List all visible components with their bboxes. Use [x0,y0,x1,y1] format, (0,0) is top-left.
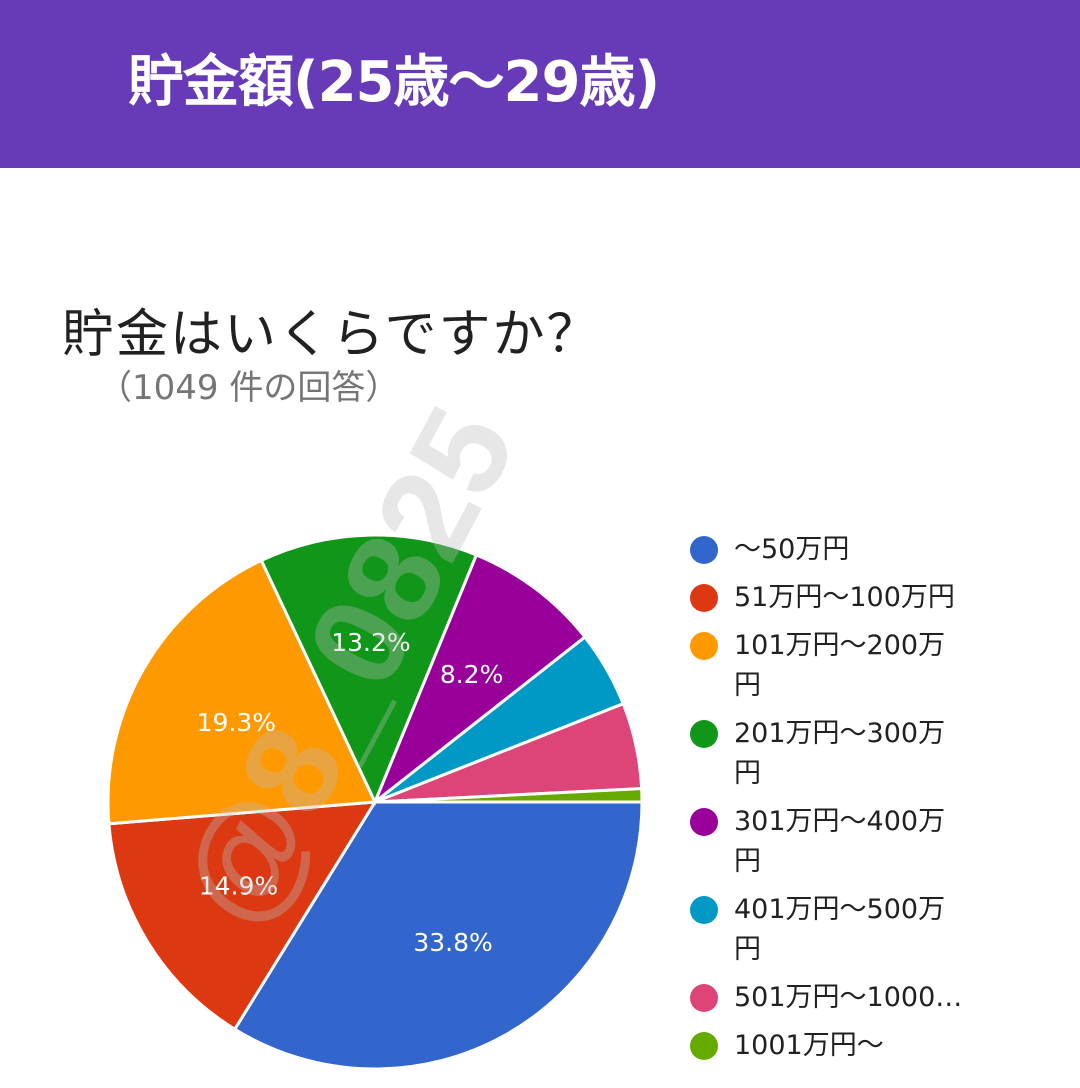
legend-swatch [690,984,718,1012]
pie-slice [232,800,644,1071]
legend-swatch [690,632,718,660]
pie-slice [371,553,588,807]
legend-label: 301万円〜400万 [734,806,946,837]
slice-data-label: 14.9% [199,872,278,901]
legend-swatch [690,808,718,836]
legend-label: 101万円〜200万 [734,630,946,661]
pie-slice [259,533,479,806]
legend-label: 円 [734,758,761,789]
legend-item: 501万円〜1000… [690,978,1070,1018]
legend-item: 51万円〜100万円 [690,578,1070,618]
legend-item: 〜50万円 [690,530,1070,570]
response-count: （1049 件の回答） [98,368,400,408]
legend-label: 円 [734,670,761,701]
legend-label: 〜50万円 [734,534,850,565]
legend-swatch [690,1032,718,1060]
legend-item: 401万円〜500万円 [690,890,1070,970]
slice-data-label: 13.2% [331,628,410,657]
legend-swatch [690,720,718,748]
legend-label: 401万円〜500万 [734,894,946,925]
slice-data-label: 33.8% [413,928,492,957]
slice-data-label: 8.2% [440,660,504,689]
slice-data-label: 19.3% [197,708,276,737]
legend-item: 301万円〜400万円 [690,802,1070,882]
header-bar: 貯金額(25歳〜29歳) [0,0,1080,168]
legend-swatch [690,536,718,564]
legend-item: 201万円〜300万円 [690,714,1070,794]
legend-label: 501万円〜1000… [734,982,963,1013]
legend-item: 101万円〜200万円 [690,626,1070,706]
legend-swatch [690,896,718,924]
legend-label: 1001万円〜 [734,1030,884,1061]
pie-slice [107,800,378,1032]
legend-label: 円 [734,846,761,877]
pie-slice [374,787,644,804]
legend-label: 円 [734,934,761,965]
legend: 〜50万円 51万円〜100万円 101万円〜200万円 201万円〜300万円 301… [690,530,1070,1074]
page-title: 貯金額(25歳〜29歳) [128,49,660,115]
legend-item: 1001万円〜 [690,1026,1070,1066]
pie-slice [106,558,378,826]
legend-label: 201万円〜300万 [734,718,946,749]
legend-label: 51万円〜100万円 [734,582,955,613]
legend-swatch [690,584,718,612]
question-title: 貯金はいくらですか？ [62,305,601,365]
